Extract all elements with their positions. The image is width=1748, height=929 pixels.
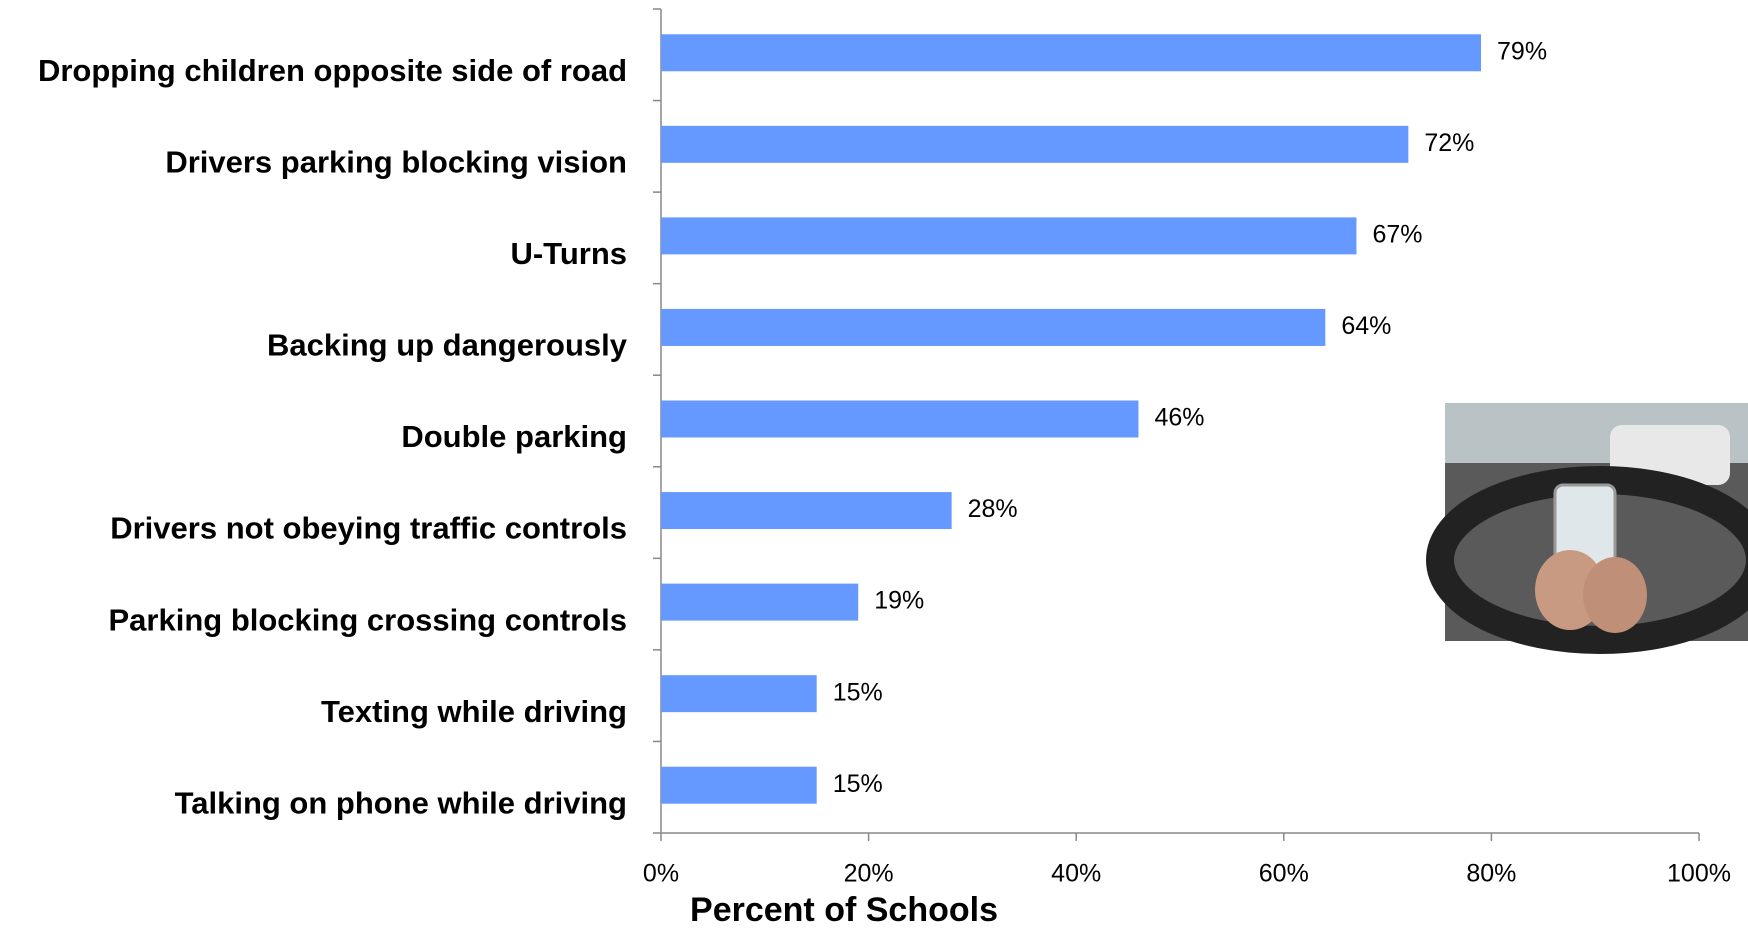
category-label: Drivers not obeying traffic controls xyxy=(110,511,627,546)
bar xyxy=(661,766,817,804)
bar xyxy=(661,675,817,713)
value-label: 64% xyxy=(1341,312,1391,340)
value-label: 15% xyxy=(833,678,883,706)
category-label: Drivers parking blocking vision xyxy=(165,145,627,180)
category-label: Dropping children opposite side of road xyxy=(38,53,627,88)
bar xyxy=(661,583,859,621)
category-label: Parking blocking crossing controls xyxy=(109,602,628,637)
value-label: 28% xyxy=(968,495,1018,523)
category-label: Texting while driving xyxy=(321,694,627,729)
x-tick-label: 100% xyxy=(1667,860,1731,888)
category-label: Double parking xyxy=(401,419,627,454)
bar xyxy=(661,125,1409,163)
value-label: 79% xyxy=(1497,37,1547,65)
x-tick-label: 60% xyxy=(1259,860,1309,888)
x-tick-label: 40% xyxy=(1051,860,1101,888)
category-label: Talking on phone while driving xyxy=(175,785,627,820)
bar xyxy=(661,34,1482,72)
x-axis-title: Percent of Schools xyxy=(690,891,998,929)
value-label: 19% xyxy=(874,587,924,615)
bar xyxy=(661,492,952,530)
bar xyxy=(661,217,1357,255)
value-label: 72% xyxy=(1424,129,1474,157)
x-tick-label: 20% xyxy=(844,860,894,888)
category-label: U-Turns xyxy=(510,236,627,271)
x-tick-label: 80% xyxy=(1466,860,1516,888)
bar xyxy=(661,308,1326,346)
value-label: 67% xyxy=(1372,220,1422,248)
x-tick-label: 0% xyxy=(643,860,679,888)
value-label: 15% xyxy=(833,770,883,798)
bar xyxy=(661,400,1139,438)
category-label: Backing up dangerously xyxy=(267,328,628,363)
value-label: 46% xyxy=(1154,404,1204,432)
photo xyxy=(1426,403,1748,654)
